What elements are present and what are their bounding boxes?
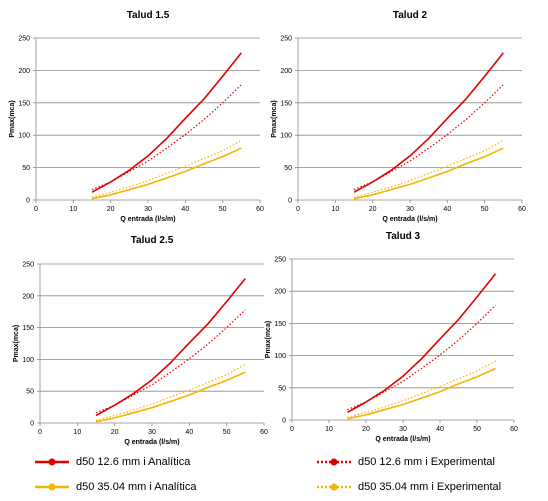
x-axis-label: Q entrada (l/s/m) bbox=[124, 439, 179, 446]
series-line-3 bbox=[91, 147, 242, 200]
y-tick-label: 250 bbox=[18, 36, 30, 43]
x-tick-label: 10 bbox=[325, 426, 333, 433]
y-tick-label: 0 bbox=[288, 198, 292, 205]
y-tick-label: 100 bbox=[18, 133, 30, 140]
series-line-3 bbox=[353, 147, 504, 200]
series-line-4 bbox=[91, 139, 242, 198]
y-tick-label: 150 bbox=[274, 321, 286, 328]
x-tick-label: 0 bbox=[296, 206, 300, 213]
y-axis-label: Pmax(mca) bbox=[9, 100, 16, 137]
y-tick-label: 200 bbox=[18, 68, 30, 75]
y-tick-label: 50 bbox=[278, 385, 286, 392]
chart-title: Talud 3 bbox=[386, 231, 421, 242]
x-tick-label: 30 bbox=[144, 206, 152, 213]
x-tick-label: 60 bbox=[510, 426, 518, 433]
y-axis-label: Pmax(mca) bbox=[265, 321, 272, 358]
y-axis-label: Pmax(mca) bbox=[13, 325, 20, 362]
x-tick-label: 10 bbox=[69, 206, 77, 213]
x-tick-label: 20 bbox=[107, 206, 115, 213]
x-tick-label: 20 bbox=[362, 426, 370, 433]
series-line-1 bbox=[353, 52, 504, 193]
y-tick-label: 100 bbox=[22, 357, 34, 364]
x-tick-label: 0 bbox=[290, 426, 294, 433]
legend-label: d50 12.6 mm i Experimental bbox=[358, 456, 495, 468]
legend: d50 12.6 mm i Analítica d50 12.6 mm i Ex… bbox=[0, 446, 548, 501]
y-tick-label: 50 bbox=[22, 165, 30, 172]
chart-panel-1: 0 50 100 150 200 250 0 10 20 30 40 50 60 Talud 1.5 Q e… bbox=[9, 10, 264, 223]
x-tick-label: 40 bbox=[185, 429, 193, 436]
series-line-2 bbox=[95, 309, 246, 414]
x-tick-label: 50 bbox=[223, 429, 231, 436]
series-line-3 bbox=[95, 371, 246, 423]
x-tick-label: 60 bbox=[260, 429, 268, 436]
legend-swatch-solid-red bbox=[35, 458, 69, 466]
y-tick-label: 0 bbox=[26, 198, 30, 205]
x-tick-label: 30 bbox=[399, 426, 407, 433]
x-axis-label: Q entrada (l/s/m) bbox=[375, 436, 430, 443]
series-line-1 bbox=[91, 52, 242, 193]
y-tick-label: 250 bbox=[22, 262, 34, 269]
y-tick-label: 50 bbox=[26, 389, 34, 396]
x-tick-label: 30 bbox=[148, 429, 156, 436]
x-axis-label: Q entrada (l/s/m) bbox=[120, 216, 175, 223]
y-tick-label: 100 bbox=[274, 353, 286, 360]
x-tick-label: 60 bbox=[518, 206, 526, 213]
x-tick-label: 10 bbox=[73, 429, 81, 436]
chart-title: Talud 2 bbox=[393, 10, 428, 21]
x-tick-label: 50 bbox=[473, 426, 481, 433]
chart-title: Talud 2.5 bbox=[131, 235, 174, 246]
x-tick-label: 0 bbox=[34, 206, 38, 213]
y-tick-label: 250 bbox=[280, 36, 292, 43]
chart-panel-2: 0 50 100 150 200 250 0 10 20 30 40 50 60 Talud 2 Q ent… bbox=[271, 10, 526, 223]
chart-title: Talud 1.5 bbox=[127, 10, 170, 21]
legend-item-analitica-12-6: d50 12.6 mm i Analítica bbox=[34, 452, 190, 472]
series-line-1 bbox=[95, 278, 246, 417]
series-line-4 bbox=[95, 363, 246, 422]
y-tick-label: 0 bbox=[30, 421, 34, 428]
y-tick-label: 150 bbox=[18, 100, 30, 107]
x-tick-label: 0 bbox=[38, 429, 42, 436]
legend-item-analitica-35-04: d50 35.04 mm i Analítica bbox=[34, 477, 196, 497]
y-tick-label: 0 bbox=[282, 418, 286, 425]
x-tick-label: 60 bbox=[256, 206, 264, 213]
legend-swatch-dotted-red bbox=[317, 458, 351, 466]
x-tick-label: 20 bbox=[111, 429, 119, 436]
series-line-1 bbox=[347, 273, 497, 413]
legend-item-experimental-35-04: d50 35.04 mm i Experimental bbox=[316, 477, 501, 497]
y-tick-label: 50 bbox=[284, 165, 292, 172]
x-tick-label: 40 bbox=[436, 426, 444, 433]
y-tick-label: 100 bbox=[280, 133, 292, 140]
legend-item-experimental-12-6: d50 12.6 mm i Experimental bbox=[316, 452, 495, 472]
x-tick-label: 40 bbox=[443, 206, 451, 213]
y-tick-label: 200 bbox=[280, 68, 292, 75]
x-tick-label: 50 bbox=[481, 206, 489, 213]
legend-label: d50 12.6 mm i Analítica bbox=[76, 456, 191, 468]
x-tick-label: 50 bbox=[219, 206, 227, 213]
series-line-4 bbox=[353, 139, 504, 198]
x-tick-label: 40 bbox=[181, 206, 189, 213]
series-line-2 bbox=[347, 304, 496, 411]
legend-label: d50 35.04 mm i Analítica bbox=[76, 481, 197, 493]
legend-swatch-dotted-yellow bbox=[317, 483, 351, 491]
x-tick-label: 30 bbox=[406, 206, 414, 213]
chart-panel-4: 0 50 100 150 200 250 0 10 20 30 40 50 60 Talud 3 Q ent… bbox=[265, 231, 518, 443]
x-axis-label: Q entrada (l/s/m) bbox=[382, 216, 437, 223]
y-tick-label: 200 bbox=[274, 289, 286, 296]
legend-swatch-solid-yellow bbox=[35, 483, 69, 491]
y-tick-label: 150 bbox=[22, 325, 34, 332]
y-tick-label: 150 bbox=[280, 100, 292, 107]
x-tick-label: 20 bbox=[369, 206, 377, 213]
y-tick-label: 200 bbox=[22, 293, 34, 300]
y-tick-label: 250 bbox=[274, 257, 286, 264]
series-line-4 bbox=[347, 360, 496, 418]
legend-label: d50 35.04 mm i Experimental bbox=[358, 481, 502, 493]
y-axis-label: Pmax(mca) bbox=[271, 100, 278, 137]
series-line-3 bbox=[347, 367, 496, 420]
x-tick-label: 10 bbox=[331, 206, 339, 213]
chart-panel-3: 0 50 100 150 200 250 0 10 20 30 40 50 60 Talud 2.5 Q e… bbox=[13, 235, 268, 446]
